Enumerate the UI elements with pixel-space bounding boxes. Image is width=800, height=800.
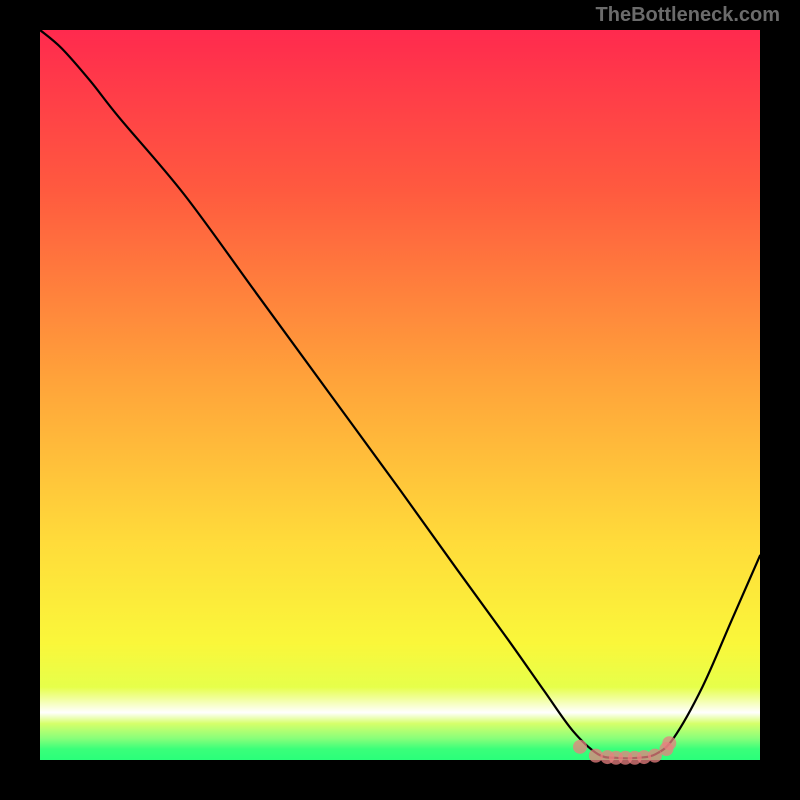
marker-point (574, 740, 587, 753)
marker-point (589, 749, 602, 762)
plot-background (40, 30, 760, 760)
marker-point (648, 749, 661, 762)
marker-point (663, 737, 676, 750)
bottleneck-chart (0, 0, 800, 800)
chart-container: TheBottleneck.com (0, 0, 800, 800)
